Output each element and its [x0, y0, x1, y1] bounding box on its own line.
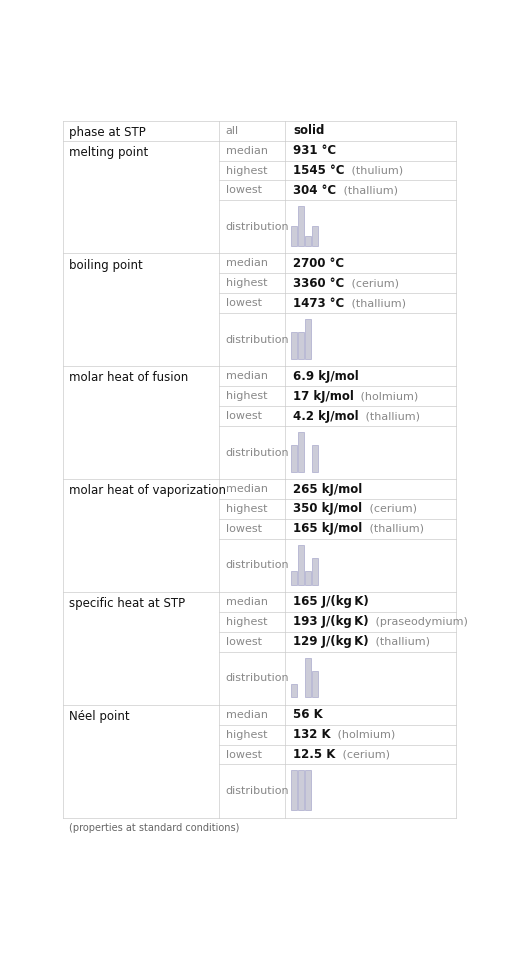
Text: Néel point: Néel point	[69, 710, 130, 723]
Text: molar heat of vaporization: molar heat of vaporization	[69, 484, 226, 498]
Text: (cerium): (cerium)	[366, 504, 417, 514]
Bar	[298, 545, 304, 585]
Text: highest: highest	[226, 616, 267, 627]
Text: molar heat of fusion: molar heat of fusion	[69, 371, 189, 385]
Text: median: median	[226, 145, 268, 156]
Text: (cerium): (cerium)	[339, 749, 390, 760]
Text: lowest: lowest	[226, 636, 262, 647]
Bar	[305, 236, 311, 246]
Text: 1473 °C: 1473 °C	[293, 297, 344, 310]
Text: 6.9 kJ/mol: 6.9 kJ/mol	[293, 369, 359, 383]
Bar	[305, 571, 311, 585]
Text: lowest: lowest	[226, 523, 262, 534]
Text: 165 kJ/mol: 165 kJ/mol	[293, 523, 363, 535]
Text: 17 kJ/mol: 17 kJ/mol	[293, 389, 354, 403]
Text: boiling point: boiling point	[69, 258, 143, 272]
Text: (cerium): (cerium)	[348, 278, 399, 288]
Bar	[312, 671, 318, 698]
Text: (holmium): (holmium)	[357, 391, 418, 401]
Text: distribution: distribution	[226, 448, 289, 457]
Bar	[312, 558, 318, 585]
Text: 350 kJ/mol: 350 kJ/mol	[293, 502, 363, 516]
Bar	[298, 207, 304, 246]
Bar	[292, 770, 297, 811]
Text: highest: highest	[226, 729, 267, 740]
Text: median: median	[226, 371, 268, 381]
Text: distribution: distribution	[226, 335, 289, 345]
Text: (thallium): (thallium)	[366, 523, 424, 534]
Text: highest: highest	[226, 278, 267, 288]
Text: phase at STP: phase at STP	[69, 126, 146, 139]
Text: melting point: melting point	[69, 145, 149, 159]
Text: 265 kJ/mol: 265 kJ/mol	[293, 482, 363, 496]
Text: median: median	[226, 484, 268, 494]
Text: (praseodymium): (praseodymium)	[372, 616, 468, 627]
Bar	[298, 770, 304, 811]
Text: highest: highest	[226, 166, 267, 175]
Text: median: median	[226, 597, 268, 607]
Bar	[305, 770, 311, 811]
Text: distribution: distribution	[226, 222, 289, 232]
Bar	[312, 445, 318, 472]
Text: solid: solid	[293, 124, 324, 137]
Text: 304 °C: 304 °C	[293, 184, 336, 197]
Text: 931 °C: 931 °C	[293, 145, 336, 157]
Text: 12.5 K: 12.5 K	[293, 748, 336, 761]
Text: (thallium): (thallium)	[362, 412, 420, 421]
Text: 4.2 kJ/mol: 4.2 kJ/mol	[293, 410, 359, 423]
Text: lowest: lowest	[226, 412, 262, 421]
Text: 132 K: 132 K	[293, 728, 331, 741]
Bar	[292, 571, 297, 585]
Text: 56 K: 56 K	[293, 708, 323, 722]
Text: distribution: distribution	[226, 673, 289, 683]
Bar	[305, 319, 311, 359]
Bar	[298, 332, 304, 359]
Text: lowest: lowest	[226, 186, 262, 195]
Text: 129 J/(kg K): 129 J/(kg K)	[293, 635, 369, 648]
Text: (thallium): (thallium)	[372, 636, 430, 647]
Text: specific heat at STP: specific heat at STP	[69, 597, 186, 610]
Text: highest: highest	[226, 391, 267, 401]
Text: highest: highest	[226, 504, 267, 514]
Text: lowest: lowest	[226, 749, 262, 760]
Text: (thallium): (thallium)	[348, 299, 406, 308]
Text: distribution: distribution	[226, 561, 289, 570]
Text: (properties at standard conditions): (properties at standard conditions)	[69, 823, 240, 834]
Text: 3360 °C: 3360 °C	[293, 277, 344, 290]
Text: distribution: distribution	[226, 786, 289, 796]
Text: median: median	[226, 710, 268, 720]
Bar	[298, 432, 304, 472]
Bar	[292, 226, 297, 246]
Bar	[292, 332, 297, 359]
Text: lowest: lowest	[226, 299, 262, 308]
Text: 165 J/(kg K): 165 J/(kg K)	[293, 595, 369, 609]
Bar	[305, 657, 311, 698]
Text: all: all	[226, 125, 239, 136]
Text: (thallium): (thallium)	[340, 186, 397, 195]
Text: 2700 °C: 2700 °C	[293, 256, 344, 270]
Text: (holmium): (holmium)	[334, 729, 395, 740]
Bar	[292, 684, 297, 698]
Bar	[292, 445, 297, 472]
Text: 1545 °C: 1545 °C	[293, 164, 345, 177]
Text: 193 J/(kg K): 193 J/(kg K)	[293, 615, 369, 629]
Text: (thulium): (thulium)	[348, 166, 403, 175]
Text: median: median	[226, 258, 268, 268]
Bar	[312, 226, 318, 246]
